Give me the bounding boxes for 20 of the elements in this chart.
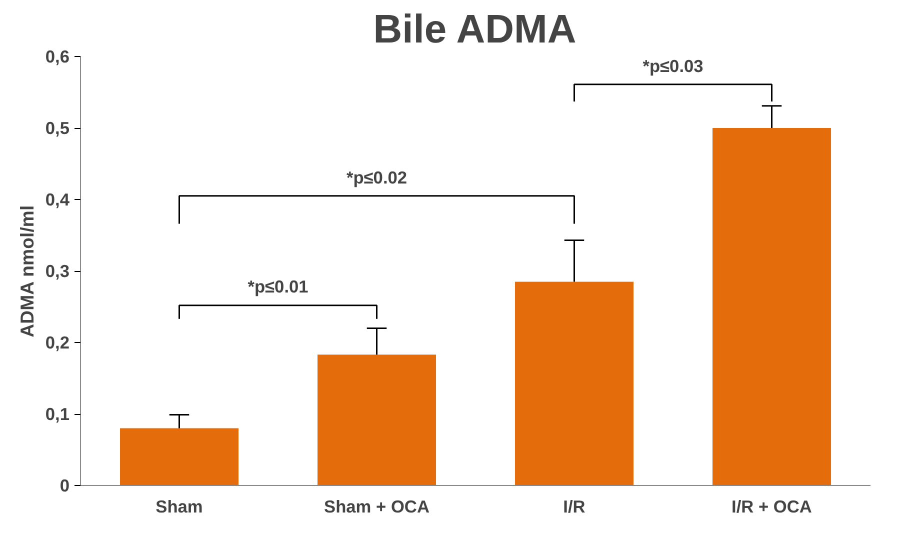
- x-tick-label: Sham: [156, 496, 203, 516]
- y-axis-title: ADMA nmol/ml: [16, 205, 38, 338]
- y-tick-label: 0,5: [45, 118, 70, 138]
- y-tick-label: 0,3: [45, 261, 70, 281]
- bar: [120, 428, 238, 486]
- y-tick-label: 0,4: [45, 190, 70, 210]
- x-tick-label: I/R: [563, 496, 586, 516]
- annotation: *p≤0.02: [346, 167, 408, 188]
- x-tick-label: I/R + OCA: [732, 496, 812, 516]
- y-tick-label: 0,6: [45, 46, 70, 66]
- x-tick-label: Sham + OCA: [324, 496, 430, 516]
- bar: [318, 354, 436, 486]
- annotation: *p≤0.03: [642, 56, 704, 76]
- chart-title: Bile ADMA: [373, 8, 576, 52]
- y-tick-label: 0,1: [45, 404, 70, 424]
- bar: [515, 282, 634, 486]
- y-tick-label: 0,2: [45, 332, 70, 352]
- y-tick-label: 0: [60, 476, 70, 496]
- annotation: *p≤0.01: [248, 276, 309, 297]
- bar: [712, 128, 831, 486]
